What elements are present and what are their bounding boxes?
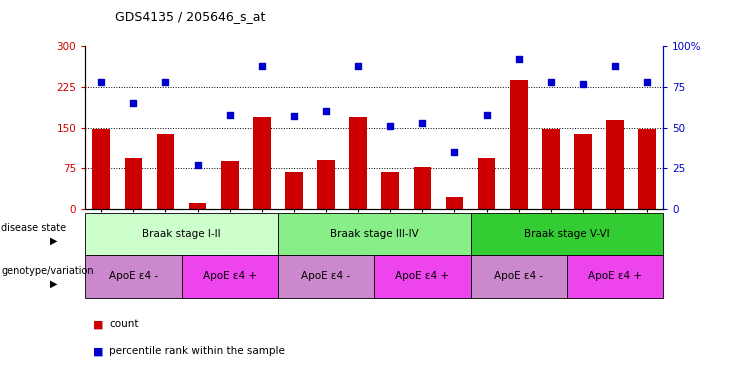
Bar: [349, 117, 367, 209]
Text: count: count: [109, 319, 139, 329]
Point: [127, 100, 139, 106]
Point: [385, 123, 396, 129]
Point: [481, 112, 493, 118]
Text: ■: ■: [93, 346, 103, 356]
Bar: [510, 80, 528, 209]
Text: Braak stage V-VI: Braak stage V-VI: [524, 229, 610, 239]
Bar: [285, 172, 303, 209]
Bar: [413, 167, 431, 209]
Point: [224, 112, 236, 118]
Text: ApoE ε4 -: ApoE ε4 -: [302, 271, 350, 281]
Text: ApoE ε4 +: ApoE ε4 +: [588, 271, 642, 281]
Point: [320, 108, 332, 114]
Point: [352, 63, 364, 69]
Point: [513, 56, 525, 62]
Text: ApoE ε4 -: ApoE ε4 -: [494, 271, 543, 281]
Bar: [93, 129, 110, 209]
Text: ■: ■: [93, 319, 103, 329]
Point: [96, 79, 107, 85]
Point: [256, 63, 268, 69]
Point: [416, 120, 428, 126]
Text: GDS4135 / 205646_s_at: GDS4135 / 205646_s_at: [115, 10, 265, 23]
Bar: [638, 129, 656, 209]
Text: ApoE ε4 +: ApoE ε4 +: [396, 271, 449, 281]
Text: genotype/variation: genotype/variation: [1, 266, 94, 276]
Text: ApoE ε4 +: ApoE ε4 +: [203, 271, 256, 281]
Bar: [189, 203, 207, 209]
Bar: [445, 197, 463, 209]
Text: percentile rank within the sample: percentile rank within the sample: [109, 346, 285, 356]
Bar: [156, 134, 174, 209]
Bar: [542, 129, 559, 209]
Bar: [221, 161, 239, 209]
Point: [641, 79, 653, 85]
Bar: [478, 157, 496, 209]
Bar: [574, 134, 592, 209]
Point: [192, 162, 204, 168]
Point: [159, 79, 171, 85]
Bar: [253, 117, 270, 209]
Point: [288, 113, 300, 119]
Bar: [382, 172, 399, 209]
Text: ApoE ε4 -: ApoE ε4 -: [109, 271, 158, 281]
Text: disease state: disease state: [1, 223, 67, 233]
Bar: [606, 119, 624, 209]
Text: ▶: ▶: [50, 278, 57, 288]
Bar: [124, 157, 142, 209]
Point: [448, 149, 460, 155]
Point: [577, 81, 589, 87]
Text: ▶: ▶: [50, 236, 57, 246]
Point: [609, 63, 621, 69]
Point: [545, 79, 556, 85]
Text: Braak stage I-II: Braak stage I-II: [142, 229, 221, 239]
Bar: [317, 161, 335, 209]
Text: Braak stage III-IV: Braak stage III-IV: [330, 229, 419, 239]
